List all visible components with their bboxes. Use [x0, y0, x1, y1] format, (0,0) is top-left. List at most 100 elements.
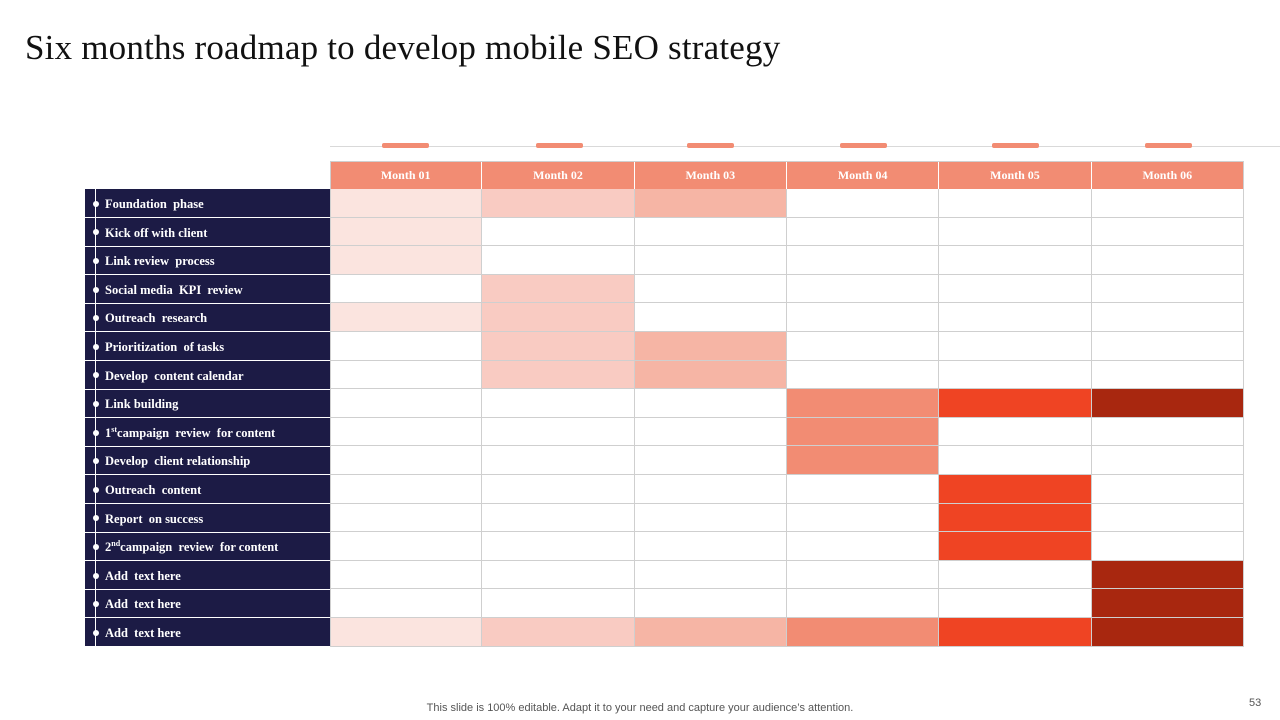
task-label: Link building	[105, 397, 179, 412]
month-header: Month 06	[1091, 161, 1244, 189]
gantt-cell	[634, 532, 787, 561]
month-marker	[840, 143, 887, 148]
gantt-cell	[330, 560, 483, 590]
task-row	[85, 361, 330, 390]
task-row	[85, 304, 330, 333]
gantt-cell	[1091, 446, 1244, 475]
gantt-cell	[939, 446, 1092, 475]
gantt-cell	[939, 560, 1092, 590]
gantt-cell	[330, 446, 483, 475]
gantt-cell	[786, 389, 940, 418]
footer-note: This slide is 100% editable. Adapt it to…	[426, 702, 854, 714]
gantt-cell	[482, 217, 635, 247]
gantt-cell	[634, 360, 787, 390]
gantt-cell	[482, 503, 635, 533]
gantt-cell	[1091, 217, 1244, 247]
gantt-cell	[482, 475, 635, 504]
task-label: Prioritization of tasks	[105, 340, 225, 354]
month-header: Month 04	[786, 161, 940, 189]
gantt-cell	[634, 389, 787, 418]
timeline-rule	[330, 146, 1280, 147]
gantt-cell	[1091, 589, 1244, 618]
bullet-icon	[92, 544, 99, 550]
gantt-cell	[1091, 532, 1244, 561]
task-label: Outreach research	[105, 311, 208, 326]
gantt-cell	[786, 417, 940, 447]
gantt-cell	[786, 360, 940, 390]
bullet-icon	[92, 200, 99, 207]
gantt-cell	[939, 532, 1092, 561]
bullet-icon	[92, 372, 99, 379]
gantt-cell	[330, 417, 483, 447]
task-label: Kick off with client	[105, 225, 208, 240]
gantt-cell	[330, 217, 483, 247]
task-label: Outreach content	[105, 483, 202, 497]
task-label-text: campaign review for content	[117, 425, 276, 440]
task-label: Develop client relationship	[105, 454, 251, 469]
gantt-cell	[939, 303, 1092, 332]
bullet-icon	[92, 629, 99, 636]
gantt-cell	[482, 274, 635, 304]
gantt-cell	[482, 532, 635, 561]
month-header: Month 02	[482, 161, 635, 189]
gantt-cell	[634, 618, 787, 647]
bullet-icon	[92, 401, 99, 407]
task-row	[85, 418, 330, 447]
gantt-cell	[786, 475, 940, 504]
gantt-cell	[786, 618, 940, 647]
bullet-icon	[92, 229, 99, 236]
gantt-cell	[482, 246, 635, 275]
task-label-text: campaign review for content	[120, 540, 279, 555]
gantt-cell	[786, 560, 940, 590]
bullet-icon	[92, 572, 99, 579]
gantt-cell	[330, 475, 483, 504]
task-row	[85, 190, 330, 219]
gantt-cell	[482, 417, 635, 447]
task-row	[85, 476, 330, 505]
month-header: Month 01	[330, 161, 483, 189]
gantt-cell	[330, 503, 483, 533]
gantt-cell	[482, 189, 635, 218]
gantt-cell	[330, 589, 483, 618]
gantt-cell	[482, 560, 635, 590]
month-marker	[992, 143, 1039, 148]
gantt-cell	[1091, 332, 1244, 361]
gantt-cell	[634, 503, 787, 533]
gantt-cell	[786, 217, 940, 247]
task-row	[85, 275, 330, 304]
gantt-cell	[482, 589, 635, 618]
gantt-cell	[939, 217, 1092, 247]
month-marker	[382, 143, 429, 148]
bullet-icon	[92, 343, 99, 350]
gantt-cell	[330, 274, 483, 304]
gantt-cell	[1091, 560, 1244, 590]
gantt-cell	[939, 274, 1092, 304]
gantt-cell	[939, 417, 1092, 447]
gantt-cell	[939, 332, 1092, 361]
task-label: Social media KPI review	[105, 282, 243, 297]
gantt-cell	[786, 532, 940, 561]
gantt-cell	[482, 389, 635, 418]
task-row	[85, 218, 330, 247]
task-row	[85, 390, 330, 419]
task-row	[85, 333, 330, 362]
gantt-cell	[634, 589, 787, 618]
bullet-icon	[92, 515, 99, 522]
gantt-cell	[634, 332, 787, 361]
bullet-icon	[92, 286, 99, 293]
task-label: Develop content calendar	[105, 368, 244, 383]
gantt-cell	[786, 332, 940, 361]
gantt-cell	[786, 246, 940, 275]
gantt-cell	[330, 189, 483, 218]
bullet-icon	[92, 429, 99, 436]
task-label-ordinal: 2	[105, 540, 112, 555]
bullet-icon	[92, 315, 99, 322]
gantt-cell	[330, 532, 483, 561]
gantt-cell	[1091, 303, 1244, 332]
gantt-cell	[330, 303, 483, 332]
task-label-suffix: st	[111, 424, 118, 434]
gantt-cell	[786, 303, 940, 332]
task-row	[85, 247, 330, 276]
task-row	[85, 504, 330, 533]
gantt-cell	[330, 332, 483, 361]
